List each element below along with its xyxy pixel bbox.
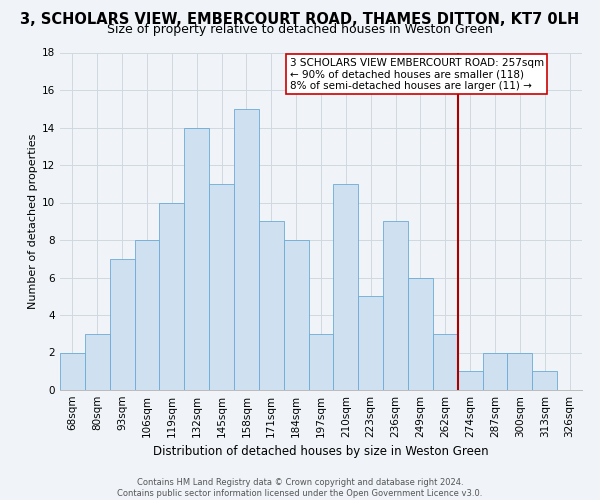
Text: 3, SCHOLARS VIEW, EMBERCOURT ROAD, THAMES DITTON, KT7 0LH: 3, SCHOLARS VIEW, EMBERCOURT ROAD, THAME… [20,12,580,28]
Text: 3 SCHOLARS VIEW EMBERCOURT ROAD: 257sqm
← 90% of detached houses are smaller (11: 3 SCHOLARS VIEW EMBERCOURT ROAD: 257sqm … [290,58,544,91]
Bar [209,184,234,390]
Bar [234,109,259,390]
Bar [358,296,383,390]
Bar [259,221,284,390]
Bar [508,352,532,390]
Bar [60,352,85,390]
Y-axis label: Number of detached properties: Number of detached properties [28,134,38,309]
Bar [184,128,209,390]
X-axis label: Distribution of detached houses by size in Weston Green: Distribution of detached houses by size … [153,446,489,458]
Bar [160,202,184,390]
Bar [482,352,508,390]
Bar [334,184,358,390]
Bar [284,240,308,390]
Bar [308,334,334,390]
Bar [134,240,160,390]
Text: Size of property relative to detached houses in Weston Green: Size of property relative to detached ho… [107,24,493,36]
Bar [408,278,433,390]
Text: Contains HM Land Registry data © Crown copyright and database right 2024.
Contai: Contains HM Land Registry data © Crown c… [118,478,482,498]
Bar [532,371,557,390]
Bar [85,334,110,390]
Bar [383,221,408,390]
Bar [458,371,482,390]
Bar [110,259,134,390]
Bar [433,334,458,390]
